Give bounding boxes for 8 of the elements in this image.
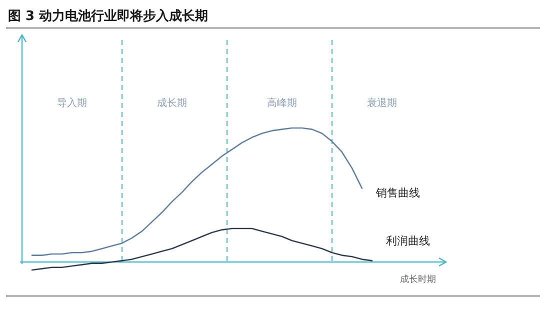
series-label: 销售曲线 xyxy=(375,186,420,200)
x-tick-label: 导入期 xyxy=(57,97,87,109)
chart-title: 图 3 动力电池行业即将步入成长期 xyxy=(8,8,208,24)
series-label: 利润曲线 xyxy=(386,234,430,248)
x-tick-label: 衰退期 xyxy=(367,97,397,109)
x-tick-label: 成长期 xyxy=(157,97,187,109)
x-tick-label: 高峰期 xyxy=(267,97,297,109)
x-axis-title: 成长时期 xyxy=(400,274,436,285)
